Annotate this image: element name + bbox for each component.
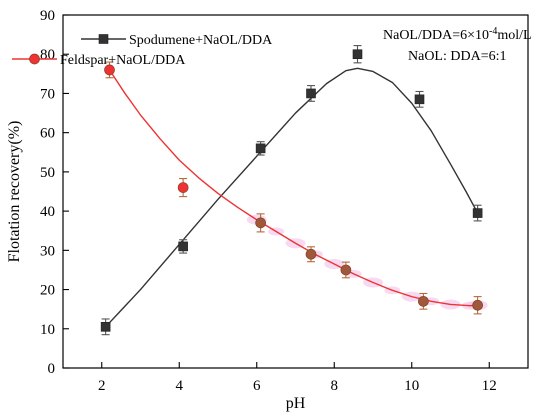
y-tick-label: 90: [40, 8, 55, 24]
spodumene-naol-dda-marker: [414, 94, 425, 105]
spodumene-naol-dda-marker: [306, 88, 316, 99]
y-tick-label: 70: [40, 86, 55, 102]
x-tick-label: 4: [176, 378, 184, 394]
annotation-text-part: NaOL: DDA=6:1: [408, 49, 507, 64]
feldspar-naol-dda-marker: [472, 299, 483, 311]
annotation-text-part: NaOL/DDA=6×10: [383, 28, 489, 43]
feldspar-naol-dda-marker: [255, 217, 266, 229]
ratio-annotation: NaOL: DDA=6:1: [408, 49, 507, 64]
y-axis-ticks: 0 10 20 30 40 50 60 70 80 90: [40, 8, 69, 377]
x-axis-ticks: 2 4 6 8 10 12: [98, 362, 497, 394]
y-tick-label: 10: [40, 322, 55, 338]
concentration-annotation: NaOL/DDA=6×10-4mol/L: [383, 26, 532, 44]
feldspar-naol-dda-legend-marker: [29, 53, 40, 65]
x-tick-label: 2: [98, 378, 106, 394]
y-tick-label: 30: [40, 243, 55, 259]
y-tick-label: 20: [40, 283, 55, 299]
y-tick-label: 80: [40, 47, 55, 63]
markers: [100, 49, 483, 332]
x-tick-label: 6: [253, 378, 261, 394]
plot-frame: [62, 14, 529, 369]
spodumene-naol-dda-legend-label: Spodumene+NaOL/DDA: [129, 33, 273, 48]
feldspar-naol-dda-marker: [104, 64, 115, 76]
spodumene-naol-dda-marker: [178, 241, 188, 252]
legend: Spodumene+NaOL/DDA Feldspar+NaOL/DDA: [12, 33, 273, 68]
spodumene-naol-dda-marker: [100, 322, 111, 332]
x-axis-label: pH: [286, 395, 306, 412]
x-tick-label: 10: [404, 378, 419, 394]
spodumene-naol-dda-fit-line: [104, 67, 479, 328]
spodumene-naol-dda-marker: [255, 143, 266, 154]
y-tick-label: 40: [40, 204, 55, 220]
annotation-text-part: mol/L: [497, 28, 531, 43]
annotation-text-part: -4: [489, 26, 497, 37]
y-axis-label: Flotation recovery(%): [6, 121, 23, 263]
feldspar-naol-dda-marker: [305, 248, 317, 260]
spodumene-naol-dda-marker: [352, 49, 363, 60]
x-tick-label: 8: [331, 378, 339, 394]
y-tick-label: 60: [40, 126, 55, 142]
spodumene-naol-dda-legend-marker: [98, 34, 109, 44]
annotations: NaOL/DDA=6×10-4mol/L NaOL: DDA=6:1: [383, 26, 532, 65]
feldspar-naol-dda-marker: [340, 264, 352, 276]
spodumene-naol-dda-marker: [472, 208, 483, 218]
feldspar-naol-dda-marker: [418, 295, 429, 307]
feldspar-naol-dda-legend-label: Feldspar+NaOL/DDA: [60, 53, 186, 68]
y-tick-label: 0: [48, 361, 56, 377]
y-tick-label: 50: [40, 165, 55, 181]
feldspar-naol-dda-marker: [177, 182, 189, 193]
x-tick-label: 12: [482, 378, 497, 394]
